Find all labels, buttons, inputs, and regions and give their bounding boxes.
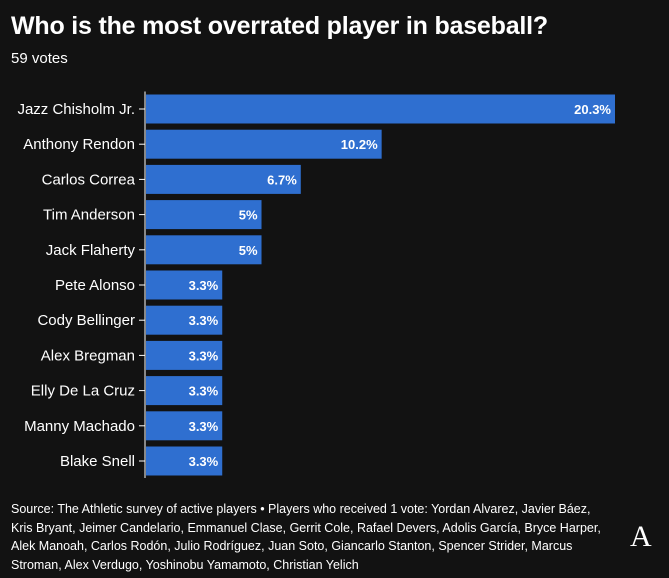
data-label: 5% xyxy=(239,208,258,223)
category-label: Carlos Correa xyxy=(42,171,136,188)
category-label: Blake Snell xyxy=(60,453,135,470)
bar xyxy=(146,411,223,441)
bar xyxy=(146,270,223,300)
chart-title: Who is the most overrated player in base… xyxy=(11,12,548,40)
data-label: 3.3% xyxy=(189,419,219,434)
data-label: 3.3% xyxy=(189,313,219,328)
chart-subtitle: 59 votes xyxy=(11,50,68,67)
bar xyxy=(146,129,382,159)
data-label: 10.2% xyxy=(341,137,378,152)
bar xyxy=(146,235,262,265)
category-label: Elly De La Cruz xyxy=(31,383,135,400)
athletic-logo: A xyxy=(630,520,652,553)
category-label: Jack Flaherty xyxy=(46,242,136,259)
bar xyxy=(146,200,262,230)
category-label: Jazz Chisholm Jr. xyxy=(17,101,135,118)
bar xyxy=(146,376,223,406)
category-label: Cody Bellinger xyxy=(37,312,135,329)
category-label: Alex Bregman xyxy=(41,347,135,364)
data-label: 3.3% xyxy=(189,384,219,399)
bar xyxy=(146,305,223,335)
data-label: 5% xyxy=(239,243,258,258)
category-label: Anthony Rendon xyxy=(23,136,135,153)
source-note: Source: The Athletic survey of active pl… xyxy=(11,502,601,572)
data-label: 3.3% xyxy=(189,454,219,469)
data-label: 20.3% xyxy=(574,102,611,117)
bar xyxy=(146,446,223,476)
bar xyxy=(146,164,301,194)
data-label: 3.3% xyxy=(189,278,219,293)
data-label: 6.7% xyxy=(267,172,297,187)
category-label: Tim Anderson xyxy=(43,207,135,224)
data-label: 3.3% xyxy=(189,348,219,363)
category-label: Manny Machado xyxy=(24,418,135,435)
bar-chart: Jazz Chisholm Jr. 20.3% Anthony Rendon 10.2… xyxy=(17,91,615,478)
bar xyxy=(146,340,223,370)
bar xyxy=(146,94,615,124)
category-label: Pete Alonso xyxy=(55,277,135,294)
